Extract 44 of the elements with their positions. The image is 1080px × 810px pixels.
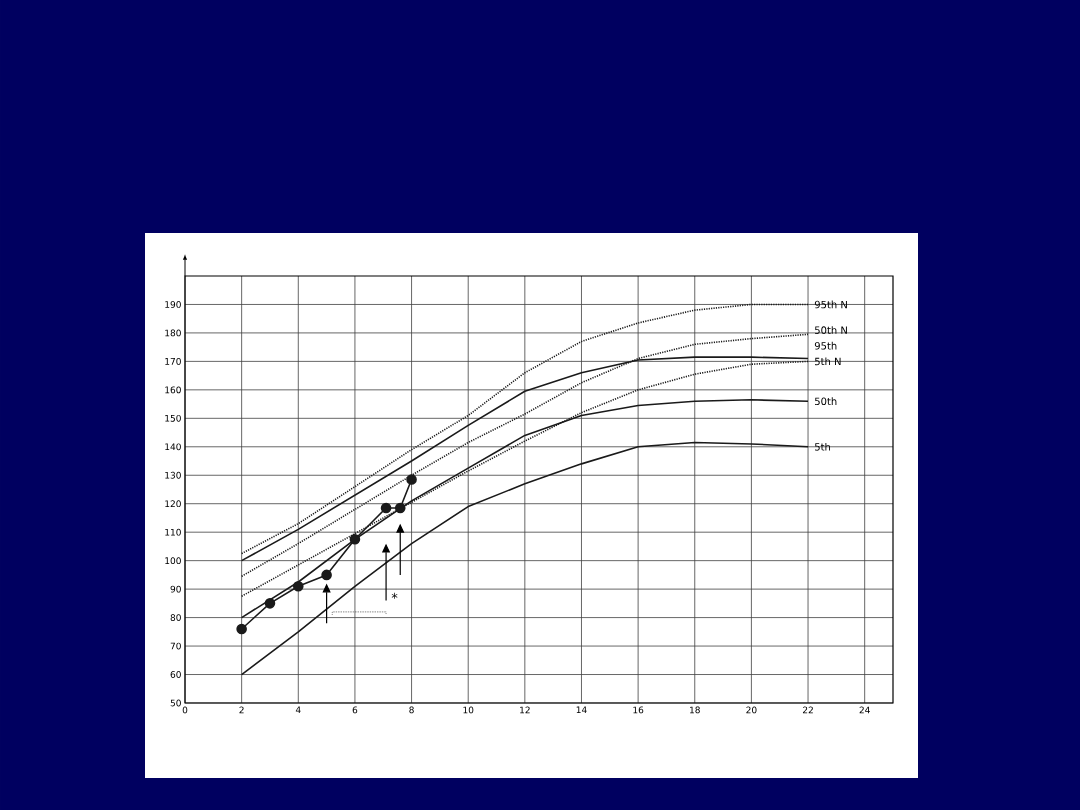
y-tick-label: 180	[165, 329, 181, 337]
y-tick-label: 100	[165, 557, 181, 565]
x-tick-label: 12	[520, 706, 530, 714]
x-tick-label: 24	[859, 706, 870, 714]
series-label: 50th	[815, 397, 837, 406]
point	[349, 534, 361, 545]
x-tick-label: 6	[352, 706, 358, 714]
x-tick-label: 18	[690, 706, 700, 714]
x-tick-label: 0	[182, 706, 188, 714]
series-label: 5th N	[815, 357, 841, 366]
point	[394, 502, 406, 514]
y-tick-label: 160	[165, 386, 181, 394]
annotation: *	[391, 592, 398, 599]
y-tick-label: 50	[170, 699, 181, 707]
series-label: 5th	[815, 442, 831, 451]
y-tick-label: 190	[165, 301, 181, 308]
point	[380, 502, 392, 514]
line-series	[240, 441, 809, 676]
x-tick-label: 4	[295, 706, 301, 714]
point	[292, 580, 304, 592]
x-tick-label: 2	[239, 706, 244, 714]
point	[321, 569, 332, 581]
line-series	[240, 333, 809, 578]
y-tick-label: 120	[165, 500, 181, 508]
y-tick-label: 150	[165, 414, 181, 422]
x-tick-label: 14	[576, 706, 587, 714]
series-label: 95th	[814, 341, 837, 350]
y-tick-label: 140	[165, 443, 181, 451]
y-tick-label: 130	[165, 471, 181, 479]
x-tick-label: 20	[746, 706, 757, 714]
x-tick-label: 8	[409, 706, 414, 714]
y-tick-label: 70	[170, 642, 181, 650]
x-tick-label: 10	[463, 706, 474, 714]
series-label: 50th N	[815, 326, 847, 334]
point	[236, 623, 247, 635]
y-tick-label: 60	[170, 671, 181, 678]
point	[406, 474, 417, 485]
x-tick-label: 16	[633, 706, 644, 714]
y-tick-label: 170	[165, 357, 181, 365]
y-tick-label: 90	[170, 585, 181, 593]
y-tick-label: 80	[170, 614, 181, 621]
x-tick-label: 22	[802, 706, 813, 714]
point	[264, 598, 276, 609]
y-tick-label: 110	[165, 528, 181, 536]
